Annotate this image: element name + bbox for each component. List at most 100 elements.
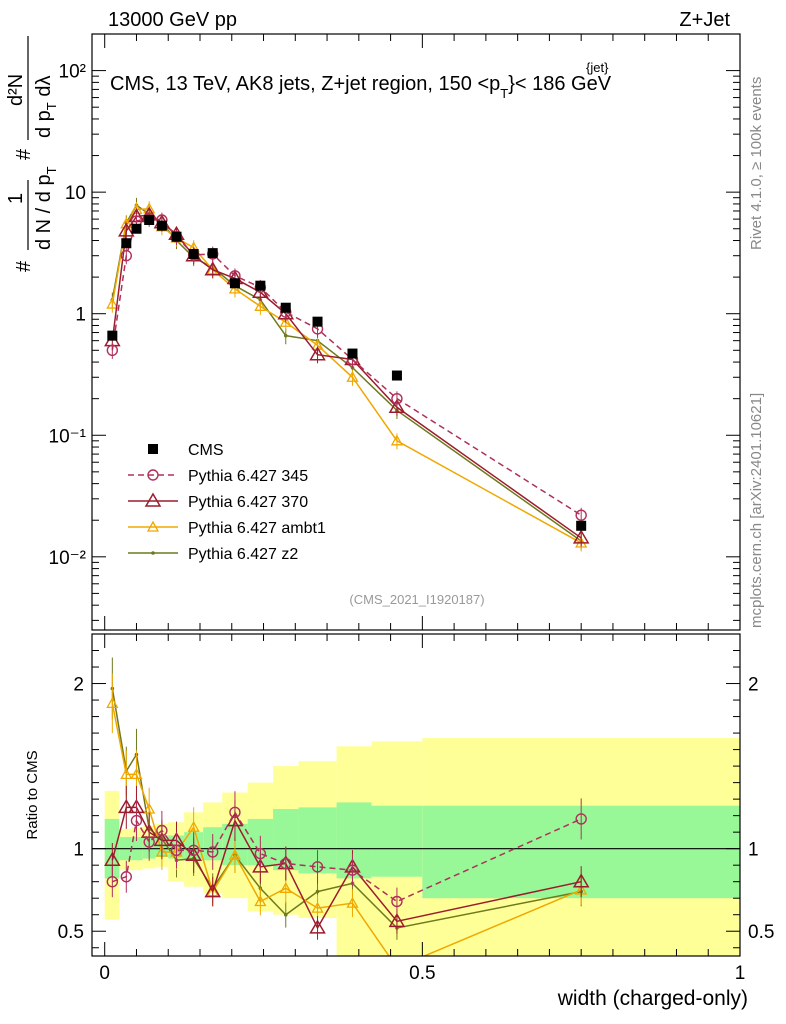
mcplots-label: mcplots.cern.ch [arXiv:2401.10621] <box>748 393 765 628</box>
main-point-pythia-6-427-370 <box>388 398 406 413</box>
main-point-pythia-6-427-370 <box>572 529 590 544</box>
main-point-cms <box>156 220 167 231</box>
legend-marker-cms <box>148 444 158 454</box>
main-line-pythia-6-427-ambt1 <box>111 207 582 544</box>
legend-label-cms: CMS <box>188 442 224 459</box>
legend-marker-pythia-6-427-ambt1 <box>146 520 160 532</box>
legend-label-pythia-6-427-345: Pythia 6.427 345 <box>188 468 308 485</box>
ylabel-sharp-1: # <box>13 260 35 272</box>
ylabel-dn-sub: T <box>44 166 59 174</box>
main-point-pythia-6-427-ambt1 <box>106 297 119 309</box>
ratio-point-pythia-6-427-370 <box>252 858 269 873</box>
main-ytick-label: 10² <box>59 62 86 83</box>
ratio-point-pythia-6-427-370 <box>104 851 121 866</box>
main-point-pythia-6-427-ambt1 <box>279 315 292 327</box>
ratio-point-pythia-6-427-370 <box>572 873 590 888</box>
ratio-point-pythia-6-427-345 <box>280 857 292 870</box>
ratio-ytick-label-right: 0.5 <box>748 922 774 943</box>
main-title: CMS, 13 TeV, AK8 jets, Z+jet region, 150… <box>110 60 612 101</box>
main-point-cms <box>229 278 240 289</box>
main-point-cms <box>188 248 199 259</box>
main-line-pythia-6-427-z2 <box>111 204 582 542</box>
ratio-ytick-label-left: 0.5 <box>58 922 84 943</box>
ratio-xtick-label: 0.5 <box>409 963 435 984</box>
main-ytick-label: 10 <box>65 183 86 204</box>
legend-label-pythia-6-427-ambt1: Pythia 6.427 ambt1 <box>188 520 326 537</box>
ratio-band-green <box>371 805 423 877</box>
main-panel: 10⁻² 10⁻¹ 1 10 10² CMS, 13 TeV, AK8 jets, Z+… <box>49 33 741 631</box>
rivet-label: Rivet 4.1.0, ≥ 100k events <box>748 77 765 250</box>
ratio-ytick-label-left: 1 <box>73 840 84 861</box>
main-point-cms <box>171 231 182 242</box>
ylabel-sharp-2: # <box>13 148 35 160</box>
main-point-pythia-6-427-ambt1 <box>390 434 404 446</box>
main-frame <box>91 33 741 631</box>
ylabel-den-sub: T <box>44 102 59 110</box>
main-point-cms <box>144 215 155 226</box>
ratio-point-pythia-6-427-ambt1 <box>120 768 133 780</box>
ylabel-dn-text: d N / d p <box>33 174 55 250</box>
ratio-point-pythia-6-427-ambt1 <box>392 963 402 972</box>
ratio-point-pythia-6-427-z2 <box>283 912 288 917</box>
ratio-point-pythia-6-427-ambt1 <box>346 896 359 908</box>
main-point-pythia-6-427-345 <box>106 344 119 356</box>
main-point-cms <box>576 520 587 531</box>
main-point-pythia-6-427-z2 <box>283 333 288 338</box>
title-sub: T <box>500 86 508 101</box>
ratio-point-pythia-6-427-ambt1 <box>228 848 242 860</box>
main-point-pythia-6-427-ambt1 <box>254 299 267 311</box>
ratio-point-pythia-6-427-345 <box>575 813 587 825</box>
ratio-panel: 0.5 0.51 12 20 0.5 1 <box>58 633 774 984</box>
ylabel-num: d²N <box>5 74 27 106</box>
main-point-cms <box>107 330 118 341</box>
ratio-point-pythia-6-427-345 <box>120 871 133 883</box>
main-point-cms <box>207 248 218 259</box>
title-main: CMS, 13 TeV, AK8 jets, Z+jet region, 150… <box>110 73 500 95</box>
main-point-pythia-6-427-ambt1 <box>228 282 242 294</box>
main-ytick-label: 10⁻¹ <box>49 426 87 447</box>
ratio-point-pythia-6-427-370 <box>388 912 406 928</box>
ratio-ytick-label-right: 1 <box>748 840 759 861</box>
legend: CMS Pythia 6.427 345 Pythia 6.427 370 Pythi… <box>128 442 326 563</box>
ratio-point-pythia-6-427-345 <box>207 846 219 858</box>
legend-marker-pythia-6-427-345 <box>147 469 159 481</box>
ratio-point-pythia-6-427-ambt1 <box>254 895 267 907</box>
ylabel-one: 1 <box>5 193 27 204</box>
main-point-cms <box>131 223 142 234</box>
ratio-point-pythia-6-427-370 <box>118 798 135 814</box>
legend-label-pythia-6-427-z2: Pythia 6.427 z2 <box>188 546 298 563</box>
ratio-point-pythia-6-427-345 <box>391 895 403 908</box>
ratio-xtick-label: 1 <box>735 963 746 984</box>
legend-marker-pythia-6-427-370 <box>144 492 162 507</box>
title-tail: }< 186 GeV <box>508 73 612 95</box>
main-ytick-label: 1 <box>75 305 86 326</box>
header-energy: 13000 GeV pp <box>108 9 237 31</box>
ratio-point-pythia-6-427-ambt1 <box>106 697 119 709</box>
main-point-pythia-6-427-370 <box>204 261 222 276</box>
ylabel-dn: d N / d pT <box>33 166 59 250</box>
ratio-point-pythia-6-427-ambt1 <box>187 820 200 832</box>
main-point-cms <box>255 280 266 291</box>
ratio-point-pythia-6-427-345 <box>254 847 267 860</box>
legend-label-pythia-6-427-370: Pythia 6.427 370 <box>188 494 308 511</box>
ratio-point-pythia-6-427-345 <box>143 836 155 848</box>
x-axis-label: width (charged-only) <box>557 987 748 1010</box>
main-point-pythia-6-427-370 <box>309 346 326 361</box>
main-ylabel: # 1 d N / d pT # d²N d pT dλ <box>5 36 59 272</box>
ratio-point-pythia-6-427-345 <box>170 844 183 857</box>
ratio-xtick-label: 0 <box>99 963 110 984</box>
ylabel-den: d pT dλ <box>33 76 59 138</box>
ratio-point-pythia-6-427-345 <box>346 864 359 876</box>
title-sup: {jet} <box>586 60 609 75</box>
main-point-cms <box>121 238 132 249</box>
ylabel-den-tail: dλ <box>33 76 55 103</box>
header-process: Z+Jet <box>679 9 730 31</box>
legend-marker-pythia-6-427-z2 <box>151 551 155 555</box>
ratio-point-pythia-6-427-370 <box>309 919 326 934</box>
ratio-series-group <box>104 657 590 972</box>
ylabel-den-text: d p <box>33 110 55 138</box>
main-point-cms <box>280 302 291 313</box>
main-line-pythia-6-427-345 <box>111 217 582 516</box>
ratio-band-green <box>336 802 372 879</box>
ratio-point-pythia-6-427-ambt1 <box>311 901 324 913</box>
